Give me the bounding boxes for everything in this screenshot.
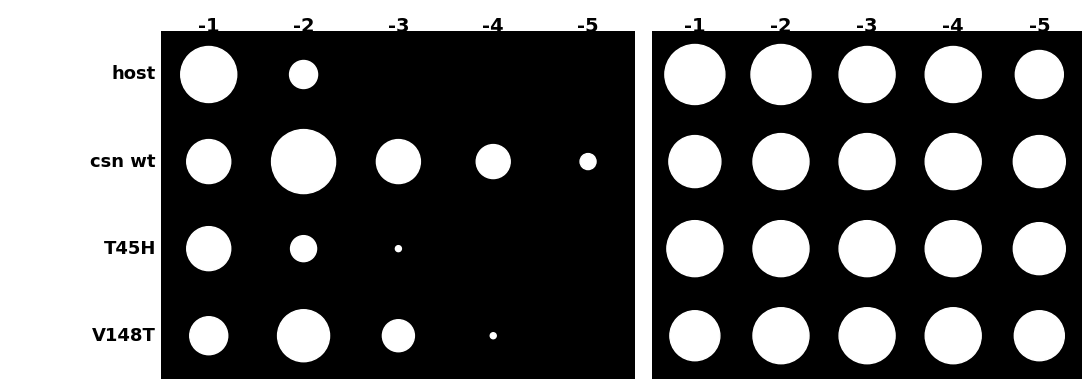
Text: -3: -3 bbox=[388, 17, 409, 36]
Circle shape bbox=[383, 320, 414, 352]
Text: -4: -4 bbox=[483, 17, 504, 36]
Circle shape bbox=[181, 46, 237, 103]
Circle shape bbox=[278, 310, 329, 362]
Circle shape bbox=[839, 46, 895, 103]
Circle shape bbox=[839, 308, 895, 364]
Circle shape bbox=[291, 236, 316, 262]
Circle shape bbox=[186, 227, 231, 271]
Circle shape bbox=[580, 154, 596, 170]
Circle shape bbox=[290, 60, 317, 89]
Text: -1: -1 bbox=[685, 17, 705, 36]
Circle shape bbox=[1014, 135, 1065, 188]
Text: csn wt: csn wt bbox=[90, 152, 156, 171]
Bar bbox=[652, 31, 1082, 379]
Circle shape bbox=[190, 317, 228, 355]
Circle shape bbox=[925, 46, 981, 103]
Circle shape bbox=[1014, 223, 1065, 275]
Circle shape bbox=[476, 145, 510, 178]
Text: host: host bbox=[111, 65, 156, 84]
Text: T45H: T45H bbox=[104, 240, 156, 258]
Circle shape bbox=[1015, 311, 1064, 361]
Text: -2: -2 bbox=[771, 17, 791, 36]
Text: -3: -3 bbox=[857, 17, 877, 36]
Circle shape bbox=[839, 221, 895, 277]
Text: -5: -5 bbox=[1029, 17, 1050, 36]
Circle shape bbox=[753, 221, 809, 277]
Circle shape bbox=[271, 130, 336, 194]
Circle shape bbox=[186, 140, 231, 183]
Circle shape bbox=[753, 308, 809, 364]
Bar bbox=[161, 31, 635, 379]
Circle shape bbox=[665, 45, 725, 104]
Circle shape bbox=[925, 308, 981, 364]
Text: -1: -1 bbox=[198, 17, 219, 36]
Text: -2: -2 bbox=[293, 17, 314, 36]
Circle shape bbox=[925, 221, 981, 277]
Text: -4: -4 bbox=[943, 17, 964, 36]
Circle shape bbox=[925, 134, 981, 190]
Text: -5: -5 bbox=[578, 17, 598, 36]
Circle shape bbox=[753, 134, 809, 190]
Circle shape bbox=[376, 140, 421, 183]
Circle shape bbox=[1015, 50, 1064, 99]
Circle shape bbox=[396, 246, 401, 252]
Circle shape bbox=[669, 135, 720, 188]
Circle shape bbox=[490, 333, 496, 339]
Circle shape bbox=[667, 221, 723, 277]
Circle shape bbox=[670, 311, 719, 361]
Circle shape bbox=[839, 134, 895, 190]
Text: V148T: V148T bbox=[92, 327, 156, 345]
Circle shape bbox=[751, 45, 811, 104]
